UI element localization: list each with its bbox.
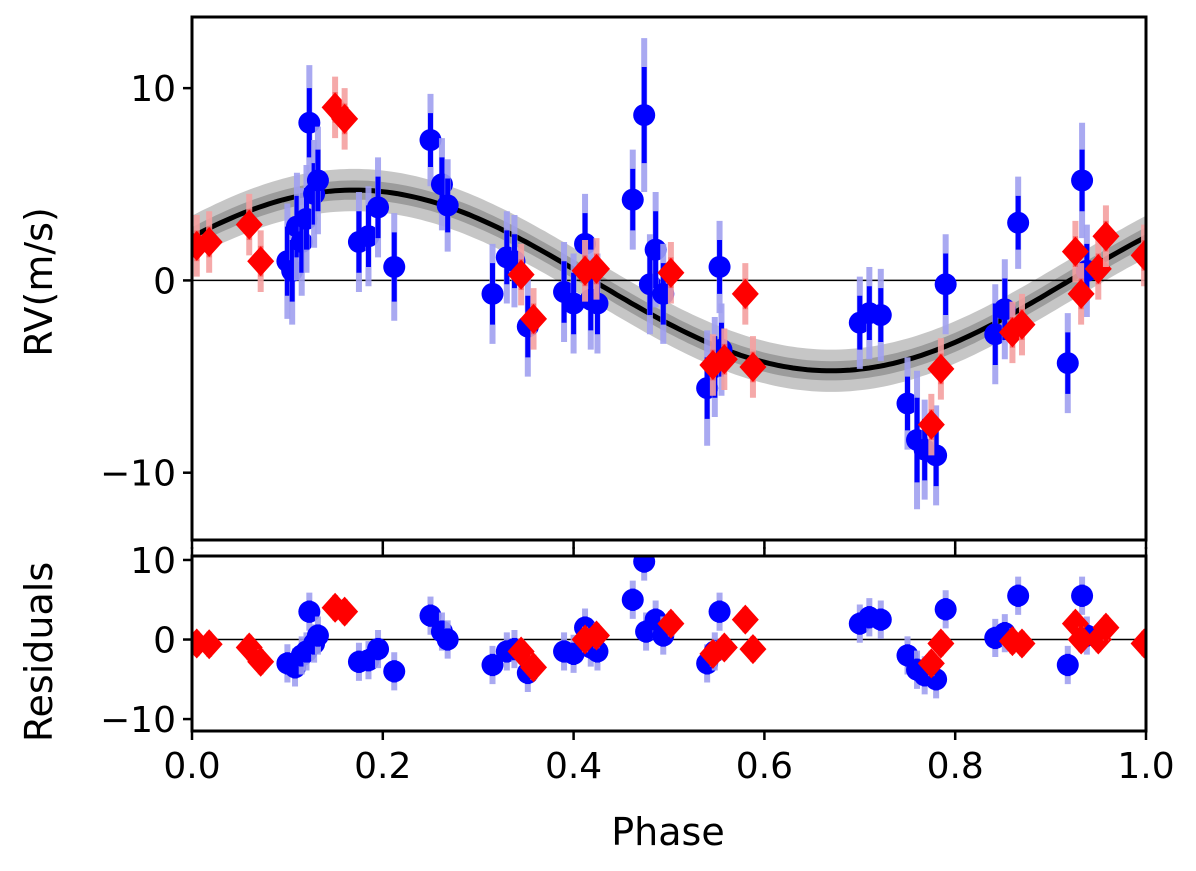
data-point [1007, 211, 1030, 234]
axes-frame [190, 554, 1148, 733]
data-point [520, 652, 548, 683]
data-point [562, 642, 585, 665]
data-point [1056, 653, 1079, 676]
ytick-label: 10 [130, 541, 176, 582]
ytick-label: 10 [130, 69, 176, 110]
top-ylabel: RV(m/s) [17, 207, 61, 357]
data-point [481, 653, 504, 676]
data-point [731, 278, 759, 309]
xtick-label: 1.0 [1117, 746, 1174, 787]
data-point [1067, 278, 1095, 309]
data-point [869, 608, 892, 631]
series-diamond [192, 592, 1146, 683]
data-point [633, 556, 656, 573]
data-point [1130, 240, 1146, 271]
data-point [195, 629, 223, 660]
data-point [331, 596, 359, 627]
series-circle [276, 556, 1098, 699]
data-point [621, 188, 644, 211]
axes-frame [190, 15, 1148, 542]
data-point [927, 628, 955, 659]
data-point [869, 304, 892, 327]
data-point [710, 632, 738, 663]
data-point [1067, 624, 1095, 655]
data-point [436, 628, 459, 651]
data-point [367, 196, 390, 219]
data-point [562, 292, 585, 315]
rv-panel: 10 0 −10 [100, 15, 1148, 549]
data-point [298, 600, 321, 623]
data-point [621, 588, 644, 611]
data-point [383, 255, 406, 278]
data-point [984, 323, 1007, 346]
ytick-label: −10 [100, 700, 176, 741]
data-point [934, 273, 957, 296]
data-point [1071, 584, 1094, 607]
ytick-label: 0 [153, 261, 176, 302]
data-point [896, 392, 919, 415]
data-point [582, 253, 610, 284]
bottom-ylabel: Residuals [17, 562, 61, 742]
data-point [1092, 612, 1120, 643]
data-point [419, 604, 442, 627]
data-point [1092, 221, 1120, 252]
data-point [357, 225, 380, 248]
data-point [1008, 309, 1036, 340]
data-point [1071, 169, 1094, 192]
data-point [306, 169, 329, 192]
bottom-xlabel: Phase [611, 810, 724, 854]
data-point [507, 259, 535, 290]
data-point [306, 624, 329, 647]
data-point [195, 226, 223, 257]
data-point [917, 409, 945, 440]
data-point [235, 209, 263, 240]
data-point [739, 351, 767, 382]
data-point [657, 608, 685, 639]
data-point [1130, 628, 1146, 659]
data-point [247, 646, 275, 677]
data-point [481, 282, 504, 305]
data-point [731, 604, 759, 635]
data-point [298, 111, 321, 134]
xtick-label: 0.0 [163, 746, 220, 787]
data-point [520, 303, 548, 334]
ytick-label: −10 [100, 454, 176, 495]
data-point [1008, 628, 1036, 659]
data-point [586, 292, 609, 315]
data-point [367, 638, 390, 661]
data-point [710, 344, 738, 375]
data-point [331, 103, 359, 134]
xtick-label: 0.8 [927, 746, 984, 787]
residuals-panel: 10 0 −10 0.0 0.2 0.4 0.6 0.8 1.0 [100, 541, 1175, 787]
data-point [708, 600, 731, 623]
data-point [436, 194, 459, 217]
data-point [633, 104, 656, 127]
series-diamond [192, 76, 1146, 456]
xtick-label: 0.2 [354, 746, 411, 787]
ytick-label: 0 [153, 621, 176, 662]
data-point [582, 620, 610, 651]
plot-area [192, 38, 1146, 510]
plot-area [192, 556, 1146, 699]
data-point [247, 246, 275, 277]
data-point [739, 634, 767, 665]
xtick-label: 0.4 [545, 746, 602, 787]
data-point [419, 129, 442, 152]
data-point [1061, 236, 1089, 267]
data-point [927, 353, 955, 384]
xtick-label: 0.6 [736, 746, 793, 787]
data-point [383, 660, 406, 683]
data-point [1007, 584, 1030, 607]
data-point [1056, 352, 1079, 375]
series-circle [276, 38, 1098, 510]
data-point [708, 255, 731, 278]
data-point [1084, 253, 1112, 284]
data-point [657, 257, 685, 288]
data-point [934, 598, 957, 621]
